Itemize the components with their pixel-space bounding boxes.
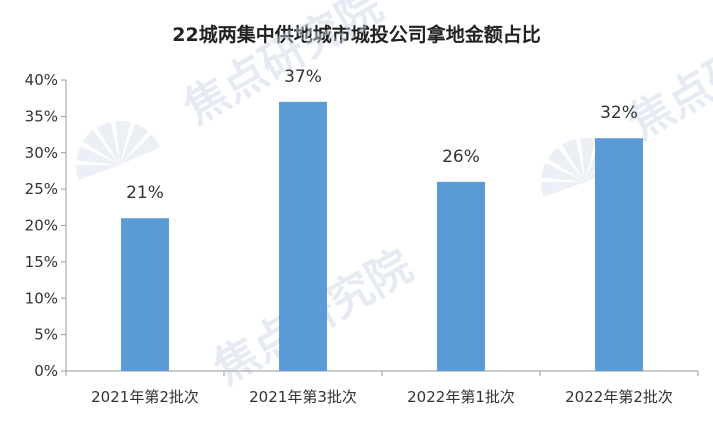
data-label: 26%: [442, 147, 480, 167]
y-tick-label: 0%: [34, 362, 58, 380]
data-label: 32%: [600, 103, 638, 123]
y-tick-label: 15%: [25, 253, 58, 271]
y-tick-label: 35%: [25, 107, 58, 125]
data-label: 37%: [284, 67, 322, 87]
x-tick-label: 2022年第1批次: [407, 388, 515, 406]
watermark-text: 焦点研究院: [620, 0, 713, 150]
x-tick-label: 2022年第2批次: [565, 388, 673, 406]
chart-title: 22城两集中供地城市城投公司拿地金额占比: [172, 24, 541, 46]
watermark-logo-icon: [76, 121, 161, 181]
y-tick-label: 5%: [34, 326, 58, 344]
y-tick-label: 30%: [25, 144, 58, 162]
y-tick-label: 20%: [25, 217, 58, 235]
x-tick-label: 2021年第3批次: [249, 388, 357, 406]
bar: [437, 181, 485, 371]
bars: [121, 101, 643, 371]
labels: 21% 2021年第2批次 37% 2021年第3批次 26% 2022年第1批次 32% 2…: [91, 67, 673, 406]
data-label: 21%: [126, 183, 164, 203]
y-tick-label: 25%: [25, 180, 58, 198]
bar: [595, 138, 643, 371]
x-tick-label: 2021年第2批次: [91, 388, 199, 406]
y-tick-label: 10%: [25, 289, 58, 307]
bar: [279, 101, 327, 371]
axes: 0% 5% 10% 15% 20% 25% 30% 35% 40%: [25, 71, 699, 380]
bar: [121, 218, 169, 371]
y-tick-label: 40%: [25, 71, 58, 89]
